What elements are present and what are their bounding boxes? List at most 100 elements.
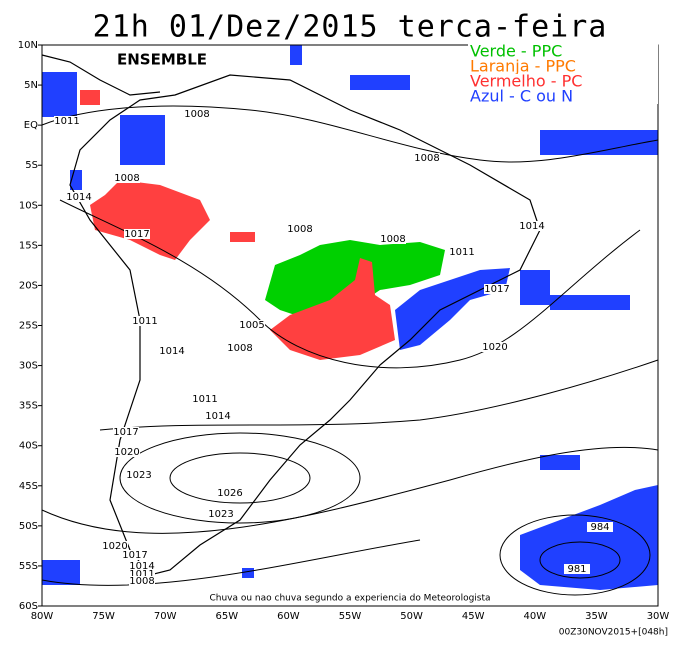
lat-label: 20S — [19, 280, 38, 291]
isobar-label-bg — [113, 427, 139, 437]
red-area — [80, 90, 100, 105]
lon-label: 60W — [277, 611, 300, 622]
footer-note: Chuva ou nao chuva segundo a experiencia… — [209, 594, 490, 604]
lat-label: 50S — [19, 521, 38, 532]
isobar-label: 1023 — [126, 470, 151, 481]
lon-label: 30W — [647, 611, 670, 622]
lon-label: 55W — [339, 611, 362, 622]
lat-label: 45S — [19, 481, 38, 492]
lat-label: 25S — [19, 321, 38, 332]
lat-label: 30S — [19, 361, 38, 372]
lat-label: 5N — [24, 80, 38, 91]
isobar-label-bg — [587, 522, 613, 532]
lon-label: 50W — [400, 611, 423, 622]
legend-bg — [468, 59, 658, 74]
isobar-label-bg — [414, 153, 440, 163]
lon-label: 35W — [585, 611, 608, 622]
isobar-label-bg — [239, 320, 265, 330]
isobar-label: 981 — [567, 564, 586, 575]
isobar-label-bg — [114, 173, 140, 183]
isobar-label-bg — [159, 346, 185, 356]
isobar-label: 1017 — [122, 550, 147, 561]
isobar-label: 1023 — [208, 509, 233, 520]
lat-label: 10N — [18, 40, 38, 51]
isobar-label: 1011 — [54, 116, 79, 127]
isobar-label: 1014 — [159, 346, 184, 357]
isobar-label-bg — [519, 221, 545, 231]
blue-area — [242, 568, 254, 578]
isobar-label: 1011 — [449, 247, 474, 258]
footer-run: 00Z30NOV2015+[048h] — [559, 628, 668, 638]
legend-entry: Laranja - PPC — [470, 57, 576, 76]
lat-label: EQ — [24, 120, 38, 131]
isobar — [59, 199, 641, 369]
isobar-label: 1005 — [239, 320, 264, 331]
isobar-label-bg — [126, 470, 152, 480]
precip-blue — [42, 45, 658, 590]
subtitle: ENSEMBLE — [117, 51, 207, 69]
isobar-label: 1020 — [102, 541, 127, 552]
isobar-label-bg — [66, 192, 92, 202]
blue-area — [290, 45, 302, 65]
isobar — [539, 541, 621, 579]
lat-label: 15S — [19, 240, 38, 251]
isobar — [119, 432, 361, 524]
lon-label: 70W — [154, 611, 177, 622]
coastline — [69, 74, 541, 576]
isobar-label-bg — [122, 550, 148, 560]
isobar-label: 1008 — [414, 153, 439, 164]
legend-bg — [468, 44, 658, 59]
isobar-label: 984 — [590, 522, 609, 533]
lon-label: 45W — [462, 611, 485, 622]
blue-area — [395, 268, 510, 350]
isobar-label: 1011 — [132, 316, 157, 327]
red-area — [230, 232, 255, 242]
isobar-label-bg — [129, 569, 155, 579]
blue-area — [520, 485, 658, 590]
lon-label: 40W — [523, 611, 546, 622]
lon-label: 80W — [31, 611, 54, 622]
central-america — [41, 54, 161, 96]
blue-area — [540, 455, 580, 470]
isobar-label: 1020 — [482, 342, 507, 353]
isobar-label-bg — [124, 229, 150, 239]
isobar-label: 1008 — [129, 576, 154, 587]
precip-red — [80, 90, 395, 360]
blue-area — [120, 115, 165, 165]
blue-area — [540, 130, 658, 155]
isobar-label: 1008 — [287, 224, 312, 235]
isobar-label-bg — [449, 247, 475, 257]
isobar-label: 1017 — [113, 427, 138, 438]
legend-entry: Verde - PPC — [470, 42, 562, 61]
isobar-label-bg — [132, 316, 158, 326]
isobar-label-bg — [484, 284, 510, 294]
isobar-label: 1017 — [484, 284, 509, 295]
isobar-label-bg — [114, 447, 140, 457]
isobar-label: 1008 — [114, 173, 139, 184]
red-area — [270, 258, 395, 360]
red-area — [90, 180, 210, 260]
lat-label: 10S — [19, 200, 38, 211]
subtitle-box — [100, 50, 225, 70]
isobar-label: 1014 — [129, 561, 154, 572]
isobar-label: 1026 — [217, 488, 242, 499]
isobar-label: 1014 — [205, 411, 230, 422]
isobar-label-bg — [482, 342, 508, 352]
isobar-label-bg — [192, 394, 218, 404]
legend-entry: Azul - C ou N — [470, 87, 573, 106]
title: 21h 01/Dez/2015 terca-feira — [93, 10, 608, 45]
isobar — [499, 514, 651, 596]
isobar-label-bg — [287, 224, 313, 234]
isobar-label-bg — [217, 488, 243, 498]
isobar-label-bg — [205, 411, 231, 421]
isobar-label: 1008 — [184, 109, 209, 120]
lat-label: 60S — [19, 601, 38, 612]
isobar-label: 1008 — [380, 234, 405, 245]
isobar-label: 1014 — [519, 221, 544, 232]
isobar-label-bg — [184, 109, 210, 119]
lat-label: 35S — [19, 401, 38, 412]
lat-label: 55S — [19, 561, 38, 572]
legend-bg — [468, 74, 658, 89]
